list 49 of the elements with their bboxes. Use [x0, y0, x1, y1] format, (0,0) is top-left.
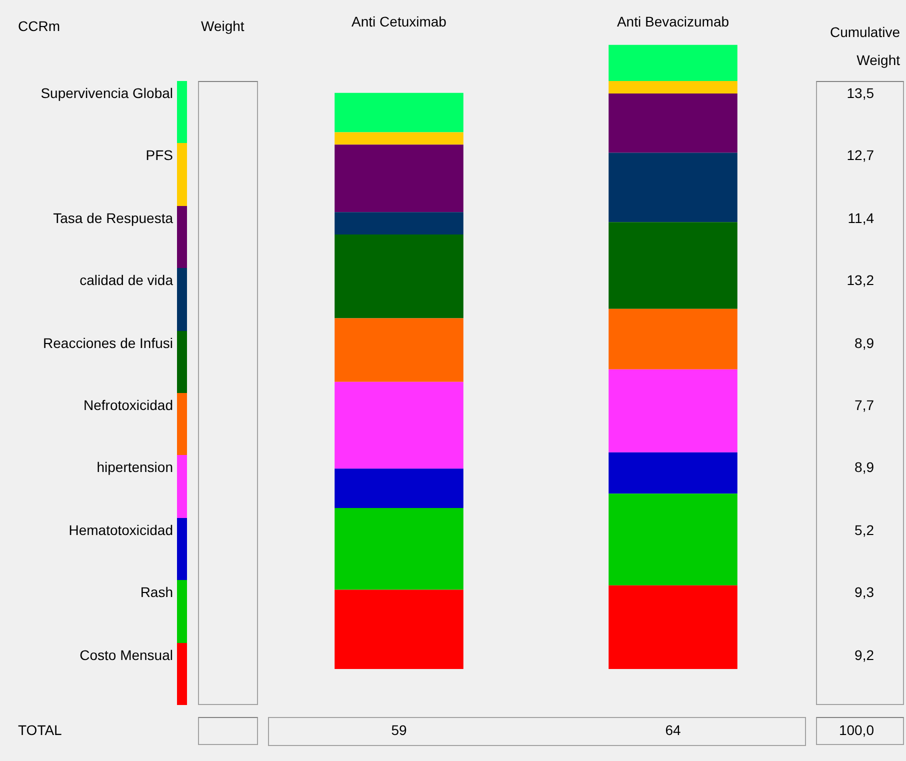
legend-label: Supervivencia Global: [40, 84, 174, 101]
text: 5,2: [854, 522, 874, 538]
bar: [608, 93, 738, 153]
bar: [334, 508, 464, 590]
legend-label: hipertension: [96, 458, 174, 476]
bar: [334, 234, 464, 318]
text: 13,5: [846, 85, 874, 101]
text: 100,0: [838, 722, 874, 738]
text: 7,7: [854, 397, 874, 413]
bar: [608, 81, 738, 94]
x-tick-label: Anti Cetuximab: [352, 13, 447, 30]
bar: [334, 144, 464, 212]
bar: [334, 590, 464, 669]
legend-label: Rash: [139, 583, 174, 600]
bar: [334, 468, 464, 508]
text: 9,3: [854, 584, 874, 600]
bar: [608, 585, 738, 669]
text: 13,2: [846, 272, 874, 288]
bar: [608, 452, 738, 494]
legend-label: Nefrotoxicidad: [82, 396, 174, 413]
legend-label: PFS: [144, 146, 174, 164]
text: 8,9: [854, 459, 874, 476]
text: 8,9: [854, 334, 874, 351]
bar: [334, 132, 464, 145]
bar: [608, 308, 738, 370]
text: TOTAL: [18, 722, 62, 738]
legend-title: CCRm: [18, 18, 60, 34]
bar: [608, 494, 738, 586]
x-tick-label: Anti Bevacizumab: [616, 13, 730, 30]
legend-label: Hematotoxicidad: [68, 520, 174, 538]
legend-label: Tasa de Respuesta: [52, 208, 174, 226]
bar: [334, 92, 464, 132]
text: 11,4: [848, 210, 874, 226]
bar: [608, 44, 738, 82]
bar: [334, 382, 464, 469]
legend-label: calidad de vida: [78, 271, 174, 288]
bar: [334, 318, 464, 382]
text: 9,2: [854, 646, 874, 663]
bar: [608, 152, 738, 222]
bar: [608, 369, 738, 452]
bar: [608, 222, 738, 309]
legend-label: Costo Mensual: [78, 646, 174, 663]
bar: [334, 212, 464, 235]
text: Weight: [201, 18, 244, 34]
legend-label: Reacciones de Infusi: [42, 334, 174, 351]
text: 64: [665, 722, 681, 738]
text: 12,7: [846, 147, 874, 164]
text: Cumulative Weight: [828, 23, 900, 70]
text: 59: [391, 722, 407, 738]
